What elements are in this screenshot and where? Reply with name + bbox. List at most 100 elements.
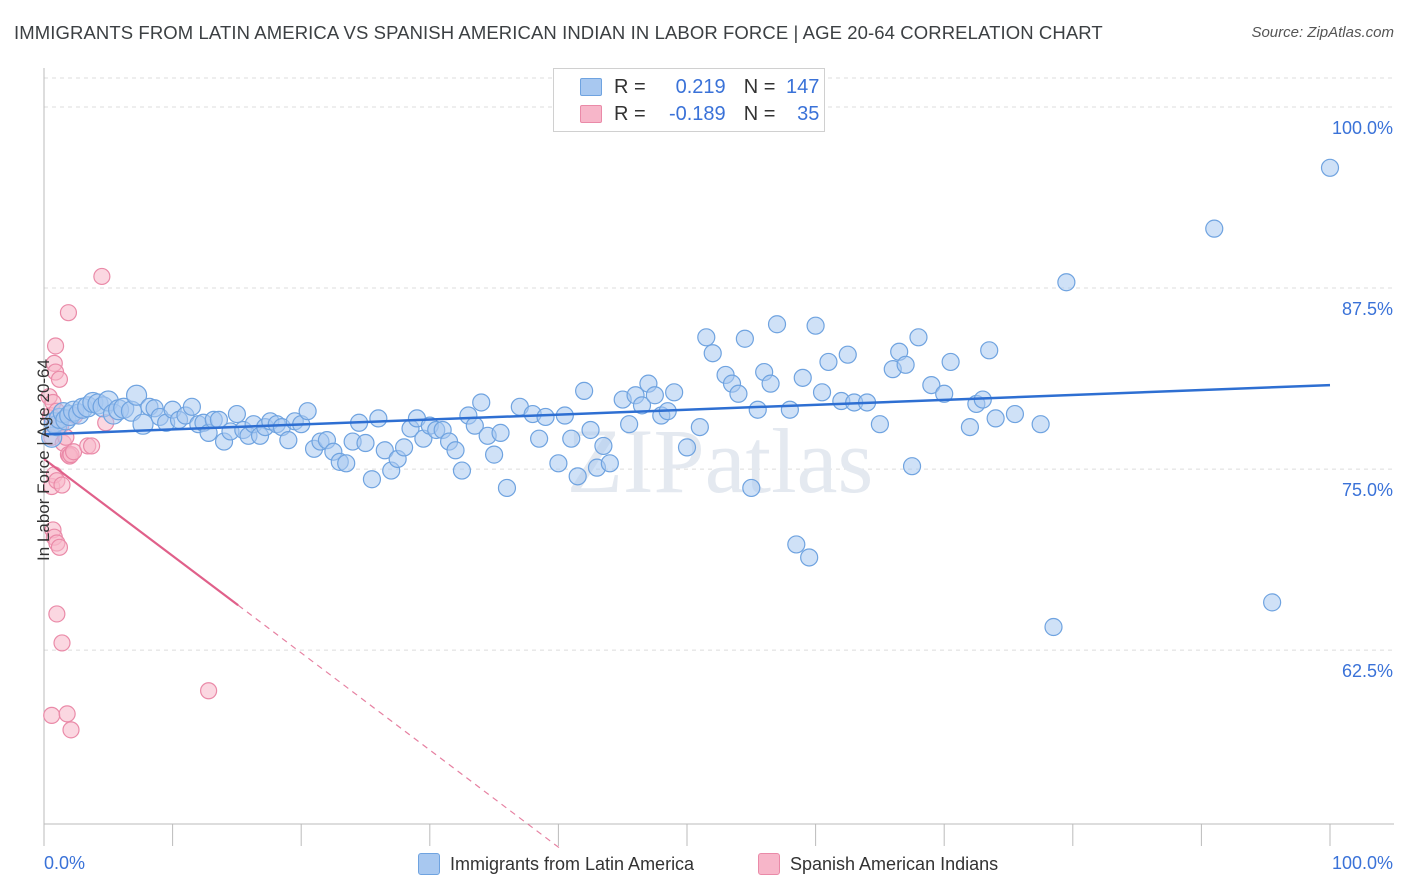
point-latin-america-101 <box>665 383 684 402</box>
y-tick-label-2: 87.5% <box>1342 299 1393 319</box>
point-latin-america-129 <box>896 355 915 374</box>
point-latin-america-63 <box>394 438 414 457</box>
point-latin-america-123 <box>838 345 857 364</box>
point-latin-america-133 <box>935 384 954 403</box>
point-latin-america-110 <box>742 478 761 498</box>
point-latin-america-146 <box>1320 158 1340 177</box>
point-latin-america-54 <box>337 454 356 473</box>
point-latin-america-105 <box>703 344 722 363</box>
series2-legend-label: Spanish American Indians <box>790 853 999 874</box>
stats-legend: R = 0.219 N = 147 R = -0.189 N = 35 <box>553 68 825 132</box>
trend-line-latin-america <box>43 383 1331 436</box>
point-latin-america-83 <box>536 407 555 427</box>
trend-line-spanish-american-indian <box>43 458 239 607</box>
point-latin-america-84 <box>549 454 568 473</box>
n-label: N = <box>743 102 776 125</box>
series1-r-value: 0.219 <box>675 75 726 98</box>
point-latin-america-117 <box>793 368 812 387</box>
point-latin-america-113 <box>761 374 780 393</box>
y-tick-label-1: 75.0% <box>1342 480 1393 500</box>
point-latin-america-140 <box>1005 404 1025 424</box>
series1-legend-label: Immigrants from Latin America <box>450 853 695 874</box>
r-label: R = <box>614 102 646 125</box>
point-latin-america-139 <box>986 409 1005 428</box>
point-spanish-american-indian-36 <box>82 437 101 455</box>
point-latin-america-79 <box>497 478 517 498</box>
stats-row-series1: R = 0.219 N = 147 <box>580 75 819 99</box>
point-spanish-american-indian-27 <box>43 706 61 724</box>
y-tick-label-3: 100.0% <box>1332 118 1393 138</box>
y-axis-label: In Labor Force | Age 20-64 <box>34 359 53 561</box>
legend-item-series1[interactable]: Immigrants from Latin America <box>418 852 694 876</box>
point-latin-america-109 <box>735 329 754 348</box>
x-tick-label-1: 100.0% <box>1332 853 1393 873</box>
point-latin-america-28 <box>182 397 201 416</box>
point-spanish-american-indian-25 <box>48 605 66 623</box>
point-latin-america-72 <box>452 461 472 480</box>
point-spanish-american-indian-9 <box>50 370 69 388</box>
point-spanish-american-indian-5 <box>46 337 65 355</box>
point-latin-america-98 <box>645 386 664 405</box>
point-latin-america-82 <box>530 429 549 448</box>
point-latin-america-111 <box>748 400 767 419</box>
point-latin-america-126 <box>870 415 890 434</box>
point-latin-america-108 <box>729 384 748 403</box>
point-spanish-american-indian-32 <box>93 267 111 286</box>
point-latin-america-119 <box>806 316 825 335</box>
point-spanish-american-indian-20 <box>53 476 71 494</box>
point-latin-america-57 <box>356 433 375 453</box>
series1-swatch <box>580 78 602 96</box>
point-latin-america-88 <box>575 381 594 400</box>
series2-swatch <box>580 105 602 123</box>
stats-row-series2: R = -0.189 N = 35 <box>580 102 819 126</box>
point-latin-america-134 <box>941 352 960 372</box>
series2-r-value: -0.189 <box>668 102 726 125</box>
axes <box>43 68 1394 846</box>
point-latin-america-138 <box>980 341 999 360</box>
tick-labels: 62.5% 75.0% 87.5% 100.0% 0.0% 100.0% <box>44 118 1393 873</box>
x-tick-label-0: 0.0% <box>44 853 85 873</box>
point-latin-america-86 <box>562 429 581 448</box>
series-spanish-american-indians <box>40 267 218 739</box>
point-latin-america-141 <box>1031 415 1050 434</box>
series1-legend-swatch <box>418 853 440 875</box>
point-latin-america-96 <box>632 396 652 415</box>
point-spanish-american-indian-35 <box>59 304 78 322</box>
point-latin-america-104 <box>697 328 716 347</box>
point-latin-america-114 <box>767 315 787 334</box>
point-latin-america-142 <box>1044 617 1063 637</box>
point-spanish-american-indian-29 <box>62 721 80 739</box>
legend-item-series2[interactable]: Spanish American Indians <box>758 852 998 876</box>
point-latin-america-45 <box>279 431 298 450</box>
point-latin-america-118 <box>800 548 819 567</box>
point-latin-america-145 <box>1263 593 1282 612</box>
point-latin-america-116 <box>787 535 806 554</box>
point-latin-america-48 <box>298 402 317 421</box>
series2-n-value: 35 <box>797 102 820 125</box>
point-latin-america-71 <box>446 441 465 460</box>
point-latin-america-131 <box>909 328 928 347</box>
point-latin-america-59 <box>369 409 388 428</box>
point-latin-america-132 <box>922 375 941 395</box>
point-spanish-american-indian-28 <box>58 705 76 723</box>
point-latin-america-103 <box>690 417 709 437</box>
point-latin-america-135 <box>960 417 980 437</box>
point-spanish-american-indian-24 <box>50 538 69 556</box>
chart-title: IMMIGRANTS FROM LATIN AMERICA VS SPANISH… <box>14 22 1103 43</box>
point-latin-america-102 <box>677 438 697 457</box>
point-latin-america-89 <box>581 420 600 440</box>
series1-n-value: 147 <box>786 75 820 98</box>
point-latin-america-87 <box>568 467 587 486</box>
source-label: Source: ZipAtlas.com <box>1251 24 1394 41</box>
point-spanish-american-indian-26 <box>53 634 71 652</box>
gridlines <box>44 77 1394 651</box>
y-tick-label-0: 62.5% <box>1342 661 1393 681</box>
point-latin-america-115 <box>780 400 799 419</box>
point-latin-america-92 <box>600 454 619 473</box>
point-latin-america-36 <box>227 404 246 424</box>
series2-legend-swatch <box>758 853 780 875</box>
point-latin-america-19 <box>125 384 148 406</box>
trend-line-spanish-american-indian-extension <box>237 604 563 851</box>
n-label: N = <box>743 75 776 98</box>
